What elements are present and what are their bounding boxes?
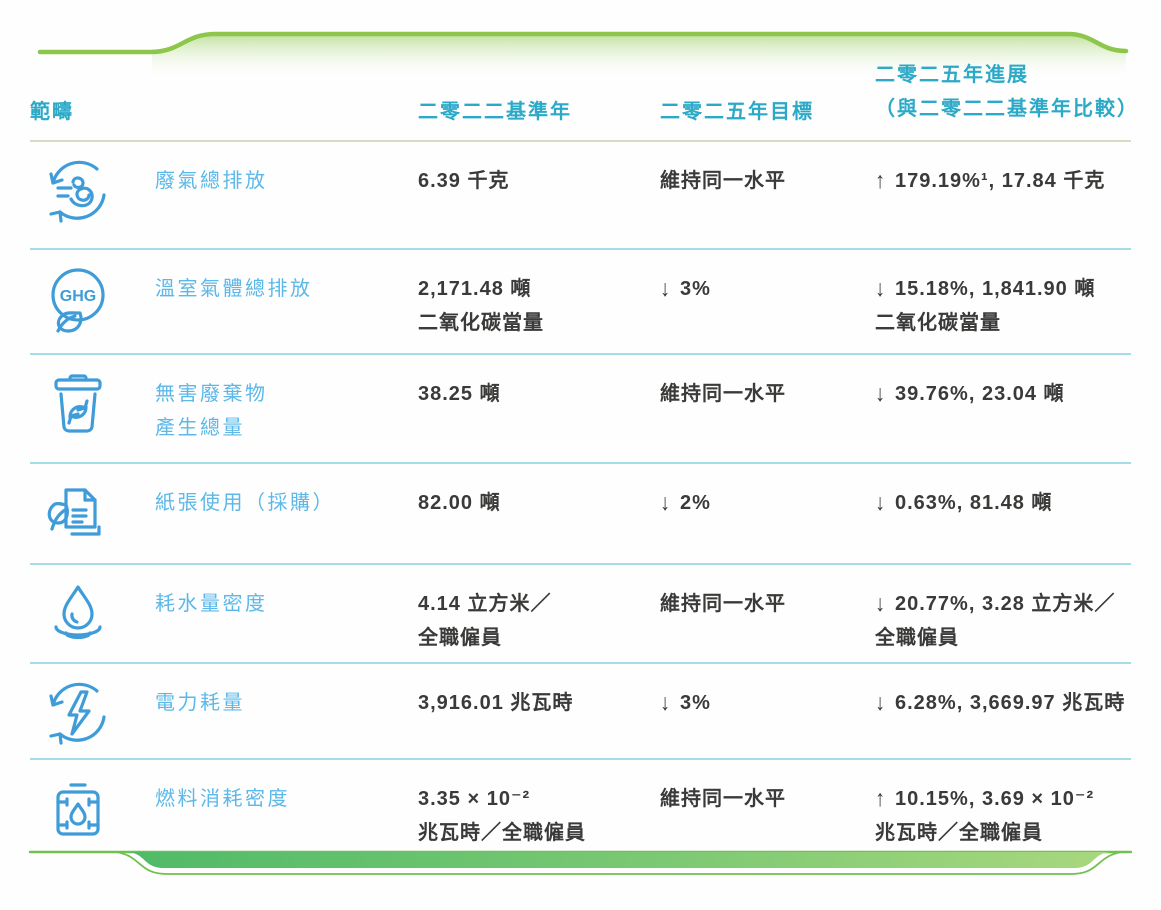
progress-value: 39.76%, 23.04 噸 <box>895 383 1065 405</box>
target-value: 3% <box>680 692 711 714</box>
column-header-progress-2025: 二零二五年進展 （與二零二二基準年比較） <box>875 64 1139 120</box>
baseline-value: 38.25 噸 <box>418 383 501 405</box>
top-border-decoration <box>37 31 1129 80</box>
electricity-cycle-icon <box>42 676 155 748</box>
progress-value-line2: 全職僱員 <box>875 627 959 649</box>
target-arrow: ↓ <box>660 490 671 516</box>
baseline-value-line2 <box>418 520 660 554</box>
column-header-category: 範疇 <box>30 101 74 123</box>
metric-label-line2 <box>155 520 418 554</box>
baseline-value-line2 <box>418 411 660 445</box>
metric-label: 燃料消耗密度 <box>155 788 290 810</box>
baseline-value-line2: 全職僱員 <box>418 627 502 649</box>
table-header-row: 範疇 二零二二基準年 二零二五年目標 二零二五年進展 （與二零二二基準年比較） <box>30 58 1139 140</box>
baseline-value: 82.00 噸 <box>418 492 501 514</box>
ghg-leaf-icon: GHG <box>42 262 155 334</box>
metrics-table: 範疇 二零二二基準年 二零二五年目標 二零二五年進展 （與二零二二基準年比較） <box>30 58 1139 852</box>
progress-value: 179.19%¹, 17.84 千克 <box>895 170 1106 192</box>
table-row: GHG 溫室氣體總排放 2,171.48 噸 二氧化碳當量 ↓ 3% <box>30 248 1131 353</box>
progress-value: 10.15%, 3.69 × 10⁻² <box>895 788 1095 810</box>
target-value: 2% <box>680 492 711 514</box>
baseline-value-line2 <box>418 198 660 232</box>
target-arrow: ↓ <box>660 690 671 716</box>
metric-label: 廢氣總排放 <box>155 170 268 192</box>
baseline-value-line2: 二氧化碳當量 <box>418 312 544 334</box>
baseline-value: 6.39 千克 <box>418 170 510 192</box>
baseline-value: 2,171.48 噸 <box>418 278 532 300</box>
target-arrow: ↓ <box>660 276 671 302</box>
table-body: 廢氣總排放 6.39 千克 維持同一水平 ↑ 179.19%¹, 17.84 千克 <box>30 140 1131 852</box>
water-drop-icon <box>42 577 155 649</box>
table-row: 無害廢棄物 產生總量 38.25 噸 維持同一水平 ↓ 39.76%, 23.04… <box>30 353 1131 462</box>
progress-arrow: ↑ <box>875 168 886 194</box>
progress-value: 15.18%, 1,841.90 噸 <box>895 278 1096 300</box>
paper-leaf-icon <box>42 476 155 548</box>
baseline-value: 3.35 × 10⁻² <box>418 788 531 810</box>
column-header-target-2025: 二零二五年目標 <box>660 101 814 123</box>
progress-value: 0.63%, 81.48 噸 <box>895 492 1053 514</box>
baseline-value: 4.14 立方米／ <box>418 593 552 615</box>
metric-label-line2 <box>155 621 418 655</box>
metric-label-line2 <box>155 198 418 232</box>
metric-label: 紙張使用（採購） <box>155 492 335 514</box>
table-row: 紙張使用（採購） 82.00 噸 ↓ 2% ↓ 0.63%, 81.48 噸 <box>30 462 1131 563</box>
baseline-value: 3,916.01 兆瓦時 <box>418 692 574 714</box>
table-row: 廢氣總排放 6.39 千克 維持同一水平 ↑ 179.19%¹, 17.84 千克 <box>30 140 1131 248</box>
baseline-value-line2 <box>418 720 660 754</box>
target-value: 維持同一水平 <box>660 593 786 615</box>
recycle-waste-bin-icon <box>42 367 155 439</box>
table-row: 耗水量密度 4.14 立方米／ 全職僱員 維持同一水平 ↓ 20.77%, 3.2… <box>30 563 1131 662</box>
bottom-border-decoration <box>28 850 1133 875</box>
table-row: 燃料消耗密度 3.35 × 10⁻² 兆瓦時／全職僱員 維持同一水平 ↑ 10.1… <box>30 758 1131 852</box>
progress-arrow: ↓ <box>875 381 886 407</box>
fuel-barrel-icon <box>42 772 155 844</box>
target-value: 維持同一水平 <box>660 170 786 192</box>
metric-label: 無害廢棄物 <box>155 383 268 405</box>
metric-label: 溫室氣體總排放 <box>155 278 313 300</box>
target-value: 3% <box>680 278 711 300</box>
progress-value-line2 <box>875 520 1131 554</box>
progress-arrow: ↓ <box>875 690 886 716</box>
progress-value: 6.28%, 3,669.97 兆瓦時 <box>895 692 1126 714</box>
progress-arrow: ↓ <box>875 591 886 617</box>
column-header-baseline-2022: 二零二二基準年 <box>418 101 572 123</box>
target-value: 維持同一水平 <box>660 383 786 405</box>
target-value: 維持同一水平 <box>660 788 786 810</box>
table-row: 電力耗量 3,916.01 兆瓦時 ↓ 3% ↓ 6.28%, 3,669.97 兆… <box>30 662 1131 758</box>
progress-arrow: ↓ <box>875 490 886 516</box>
progress-value-line2: 二氧化碳當量 <box>875 312 1001 334</box>
progress-value-line2 <box>875 198 1131 232</box>
air-emission-icon <box>42 154 155 226</box>
baseline-value-line2: 兆瓦時／全職僱員 <box>418 822 586 844</box>
progress-value-line2 <box>875 720 1131 754</box>
progress-arrow: ↓ <box>875 276 886 302</box>
metric-label-line2 <box>155 720 418 754</box>
progress-value-line2: 兆瓦時／全職僱員 <box>875 822 1043 844</box>
progress-value-line2 <box>875 411 1131 445</box>
metric-label: 耗水量密度 <box>155 593 268 615</box>
metric-label-line2: 產生總量 <box>155 417 245 439</box>
metric-label-line2 <box>155 306 418 340</box>
progress-arrow: ↑ <box>875 786 886 812</box>
metric-label: 電力耗量 <box>155 692 245 714</box>
svg-text:GHG: GHG <box>60 288 96 305</box>
progress-value: 20.77%, 3.28 立方米／ <box>895 593 1116 615</box>
